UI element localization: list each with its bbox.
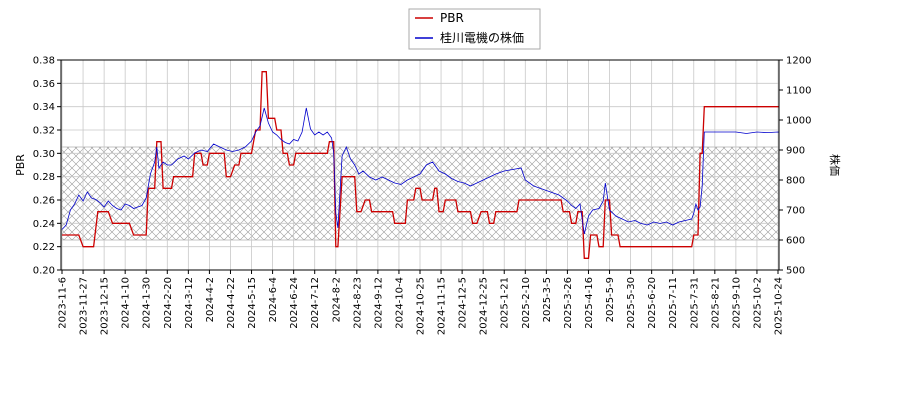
legend-label-price: 桂川電機の株価	[440, 30, 524, 45]
x-tick-label: 2024-8-2	[331, 277, 342, 322]
y-left-tick-label: 0.32	[33, 126, 55, 137]
x-axis: 2023-11-6 2023-11-27 2023-12-15 2024-1-10 20…	[58, 270, 785, 335]
x-tick-label: 2024-9-12	[373, 277, 384, 329]
x-tick-label: 2024-10-4	[394, 277, 405, 329]
y-right-tick-label: 800	[786, 176, 805, 187]
x-tick-label: 2025-5-30	[626, 277, 637, 329]
x-tick-label: 2025-10-2	[752, 277, 763, 329]
x-tick-label: 2025-3-5	[542, 277, 553, 322]
x-tick-label: 2025-1-21	[500, 277, 511, 329]
x-tick-label: 2024-2-20	[163, 277, 174, 329]
y-left-tick-label: 0.28	[33, 172, 55, 183]
x-tick-label: 2024-7-12	[310, 277, 321, 329]
y-left-tick-label: 0.24	[33, 219, 55, 230]
x-tick-label: 2024-11-15	[437, 277, 448, 335]
y-right-tick-label: 700	[786, 206, 805, 217]
legend-box	[408, 8, 541, 50]
x-tick-label: 2025-2-10	[521, 277, 532, 329]
x-tick-label: 2024-4-22	[226, 277, 237, 329]
y-left-tick-label: 0.20	[33, 266, 55, 277]
series-line-price	[61, 107, 779, 235]
y-right-tick-label: 1000	[786, 116, 811, 127]
x-tick-label: 2024-10-25	[416, 277, 427, 335]
y-left-tick-label: 0.30	[33, 149, 55, 160]
y-left-tick-label: 0.38	[33, 56, 55, 67]
y-left-tick-label: 0.34	[33, 102, 55, 113]
y-right-tick-label: 500	[786, 266, 805, 277]
x-tick-label: 2024-1-30	[142, 277, 153, 329]
x-tick-label: 2024-1-10	[121, 277, 132, 329]
x-tick-label: 2025-6-20	[647, 277, 658, 329]
legend-label-pbr: PBR	[440, 11, 464, 25]
series-line-pbr	[62, 71, 779, 259]
y-left-tick-label: 0.22	[33, 242, 55, 253]
y-axis-label-right: 株価	[828, 154, 842, 176]
right-axis: 500 600 700 800 900 1000 1100 1200	[779, 56, 811, 277]
x-tick-label: 2023-11-27	[79, 277, 90, 335]
x-tick-label: 2025-4-16	[584, 277, 595, 329]
x-tick-label: 2024-3-12	[184, 277, 195, 329]
y-left-tick-label: 0.26	[33, 196, 55, 207]
x-tick-label: 2025-9-10	[731, 277, 742, 329]
x-tick-label: 2024-12-5	[458, 277, 469, 329]
x-tick-label: 2025-5-9	[605, 277, 616, 322]
x-tick-label: 2023-12-15	[100, 277, 111, 335]
legend: PBR 桂川電機の株価	[408, 8, 541, 50]
x-tick-label: 2024-12-25	[479, 277, 490, 335]
grid	[61, 59, 779, 271]
y-left-tick-label: 0.36	[33, 79, 55, 90]
x-tick-label: 2024-6-24	[289, 277, 300, 329]
x-tick-label: 2024-5-15	[247, 277, 258, 329]
y-right-tick-label: 600	[786, 236, 805, 247]
x-tick-label: 2024-6-4	[268, 277, 279, 322]
series-layer	[61, 71, 779, 259]
x-tick-label: 2025-10-24	[774, 277, 785, 335]
y-right-tick-label: 900	[786, 146, 805, 157]
x-tick-label: 2025-7-31	[689, 277, 700, 329]
x-tick-label: 2025-8-21	[710, 277, 721, 329]
x-tick-label: 2024-4-2	[205, 277, 216, 322]
x-tick-label: 2024-8-23	[352, 277, 363, 329]
x-tick-label: 2025-3-26	[563, 277, 574, 329]
x-tick-label: 2025-7-11	[668, 277, 679, 329]
y-axis-label-left: PBR	[14, 154, 27, 176]
left-axis: 0.20 0.22 0.24 0.26 0.28 0.30 0.32 0.34 0.36 0.38	[33, 56, 61, 277]
y-right-tick-label: 1200	[786, 56, 811, 67]
y-right-tick-label: 1100	[786, 86, 811, 97]
x-tick-label: 2023-11-6	[58, 277, 69, 329]
